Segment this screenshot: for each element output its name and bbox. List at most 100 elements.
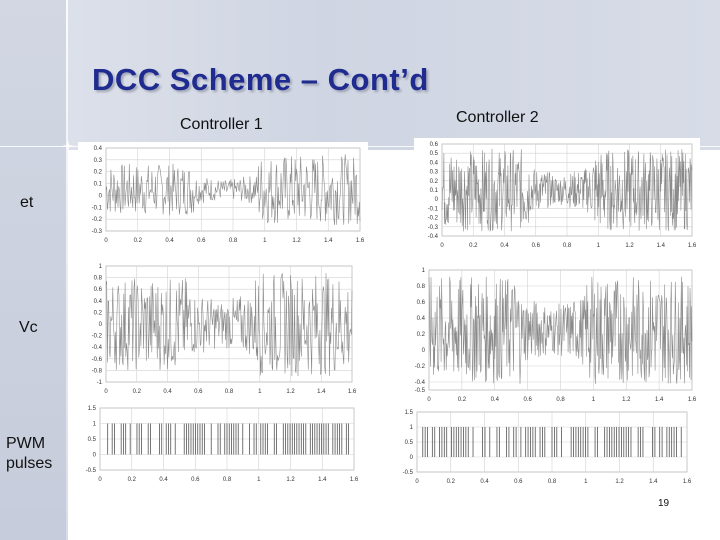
x-tick-label: 0.8 (563, 243, 572, 249)
x-tick-label: 0.2 (447, 479, 456, 485)
y-tick-label: -0.2 (92, 217, 103, 223)
x-tick-label: 1 (257, 477, 261, 483)
row-label-pwm-pulses: PWM pulses (6, 434, 52, 474)
x-tick-label: 1 (584, 479, 588, 485)
x-tick-label: 1.4 (649, 479, 658, 485)
y-tick-label: -0.1 (428, 206, 439, 212)
y-tick-label: 0.4 (430, 160, 439, 166)
y-tick-label: -0.5 (415, 388, 426, 394)
y-tick-label: 1 (410, 425, 414, 431)
y-tick-label: 0.1 (430, 188, 439, 194)
y-tick-label: -0.6 (92, 357, 103, 363)
y-tick-label: 0.6 (430, 142, 439, 148)
x-tick-label: 1.2 (292, 238, 301, 244)
x-tick-label: 1.6 (688, 397, 697, 403)
x-tick-label: 0.6 (194, 389, 203, 395)
x-tick-label: 1 (258, 389, 262, 395)
y-tick-label: -0.4 (415, 380, 426, 386)
x-tick-label: 0 (415, 479, 419, 485)
x-tick-label: 1 (592, 397, 596, 403)
y-tick-label: 0.4 (94, 146, 103, 152)
x-tick-label: 0.6 (197, 238, 206, 244)
x-tick-label: 0.4 (165, 238, 174, 244)
y-tick-label: 0.2 (94, 170, 103, 176)
x-tick-label: 0.8 (548, 479, 557, 485)
sparkle-icon (62, 140, 74, 152)
x-tick-label: 1.4 (324, 238, 333, 244)
x-tick-label: 0 (440, 243, 444, 249)
x-tick-label: 1.2 (625, 243, 634, 249)
y-tick-label: 0.2 (417, 332, 426, 338)
y-tick-label: -0.2 (428, 216, 439, 222)
y-tick-label: 0.5 (430, 151, 439, 157)
y-tick-label: -0.8 (92, 368, 103, 374)
y-tick-label: 0.5 (405, 440, 414, 446)
x-tick-label: 0.8 (556, 397, 565, 403)
y-tick-label: 0.2 (430, 179, 439, 185)
y-tick-label: 0.5 (88, 437, 97, 443)
x-tick-label: 0.4 (163, 389, 172, 395)
y-tick-label: 0.3 (94, 158, 103, 164)
y-tick-label: 0 (422, 348, 426, 354)
x-tick-label: 0 (104, 238, 108, 244)
series-line (428, 276, 693, 384)
x-tick-label: 1.2 (622, 397, 631, 403)
y-tick-label: 0.4 (94, 299, 103, 305)
x-tick-label: 1.4 (317, 389, 326, 395)
y-tick-label: 0.6 (417, 300, 426, 306)
y-tick-label: 0 (99, 193, 103, 199)
x-tick-label: 0.6 (532, 243, 541, 249)
y-tick-label: 0.8 (94, 276, 103, 282)
plot-vc-controller-1: 0 0.2 0.4 0.6 0.8 1 1.2 1.4 1.6 1 0.8 0.6 0.4 0.2 0 -0.… (78, 260, 360, 396)
x-tick-label: 1.4 (655, 397, 664, 403)
y-tick-label: 1.5 (405, 410, 414, 416)
x-tick-label: 0 (98, 477, 102, 483)
y-tick-label: 0 (435, 197, 439, 203)
x-tick-label: 1.6 (350, 477, 359, 483)
chart-svg: 0 0.2 0.4 0.6 0.8 1 1.2 1.4 1.61.510.50-0.5 (86, 406, 359, 483)
row-label-vc: Vc (19, 319, 38, 336)
series-line (105, 154, 361, 226)
x-tick-label: 0.8 (223, 477, 232, 483)
x-tick-label: 1.4 (318, 477, 327, 483)
y-tick-label: 0.3 (430, 170, 439, 176)
chart-svg: 0 0.2 0.4 0.6 0.8 1 1.2 1.4 1.6 0.4 0.3 0.2 0.1 0 -0.1… (92, 146, 365, 244)
plot-et-controller-2: 0 0.2 0.4 0.6 0.8 1 1.2 1.4 1.6 0.6 0.5 0.4 0.3 0.2 0.… (414, 138, 700, 250)
column-label-controller-1: Controller 1 (180, 116, 263, 133)
x-tick-label: 0.4 (491, 397, 500, 403)
y-tick-label: -0.2 (92, 334, 103, 340)
y-tick-label: -0.4 (92, 345, 103, 351)
plot-pwm-controller-2: 0 0.2 0.4 0.6 0.8 1 1.2 1.4 1.6 1.5 1 0.5 0 -0.5 (389, 406, 695, 486)
plot-pwm-controller-1: 0 0.2 0.4 0.6 0.8 1 1.2 1.4 1.6 1.5 1 0.5 0 -0.5 (72, 402, 362, 484)
x-tick-label: 1.6 (356, 238, 365, 244)
y-tick-label: -0.5 (86, 468, 97, 474)
chart-svg: 0 0.2 0.4 0.6 0.8 1 1.2 1.4 1.61.510.50-0.5 (403, 410, 692, 485)
left-decor-strip (0, 0, 68, 540)
y-tick-label: 0.4 (417, 316, 426, 322)
y-tick-label: -0.3 (92, 229, 103, 235)
y-tick-label: -0.3 (428, 225, 439, 231)
chart-svg: 0 0.2 0.4 0.6 0.8 1 1.2 1.4 1.6 1 0.8 0.6 0.4 0.2 0 -0.… (92, 264, 357, 395)
y-tick-label: 0 (99, 322, 103, 328)
plot-et-controller-1: 0 0.2 0.4 0.6 0.8 1 1.2 1.4 1.6 0.4 0.3 0.2 0.1 0 -0.1… (78, 142, 368, 245)
row-label-pwm: PWM (6, 435, 46, 452)
slide-title: DCC Scheme – Cont’d (92, 62, 429, 97)
decor-vertical-line (66, 0, 68, 540)
x-tick-label: 0.2 (134, 238, 143, 244)
x-tick-label: 1.6 (348, 389, 357, 395)
x-tick-label: 0.6 (523, 397, 532, 403)
chart-svg: 0 0.2 0.4 0.6 0.8 1 1.2 1.4 1.6 0.6 0.5 0.4 0.3 0.2 0.… (428, 142, 697, 249)
series-line (105, 273, 353, 377)
y-tick-label: 0.2 (94, 310, 103, 316)
y-tick-label: 1.5 (88, 406, 97, 412)
y-tick-label: 1 (93, 422, 97, 428)
x-tick-label: 1.4 (657, 243, 666, 249)
x-tick-label: 0 (104, 389, 108, 395)
x-tick-label: 0.8 (225, 389, 234, 395)
x-tick-label: 1.6 (683, 479, 692, 485)
y-tick-label: -0.5 (403, 470, 414, 476)
x-tick-label: 1.6 (688, 243, 697, 249)
y-tick-label: 0.8 (417, 284, 426, 290)
row-label-et: et (20, 194, 34, 211)
y-tick-label: -0.4 (428, 234, 439, 240)
